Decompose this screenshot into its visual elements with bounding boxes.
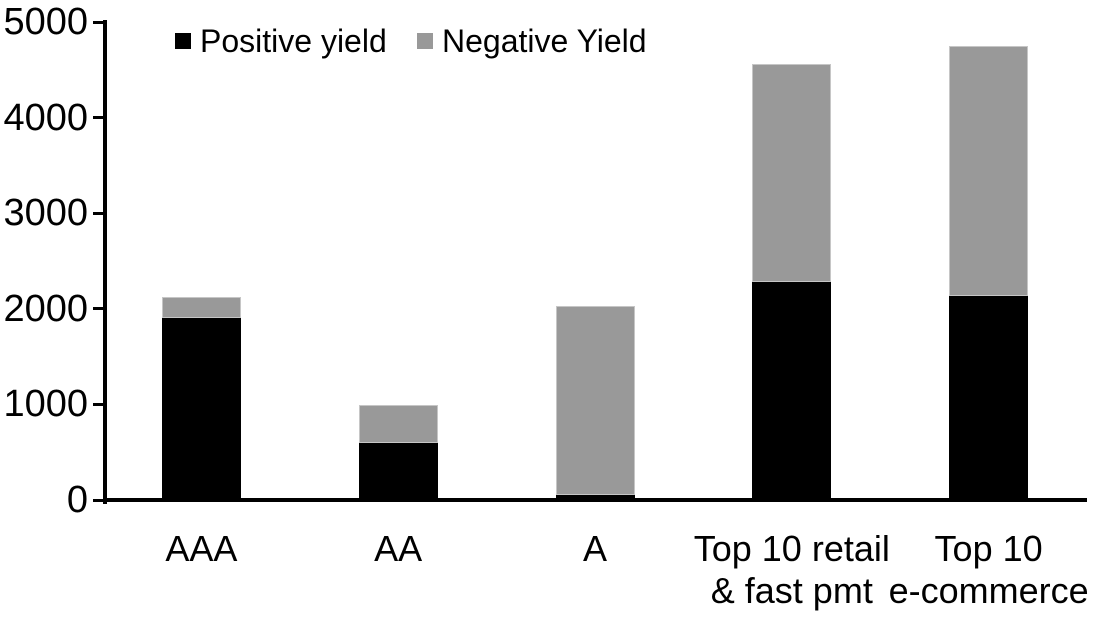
bar-segment-positive <box>358 442 438 500</box>
bar-segment-positive <box>555 495 635 500</box>
bar-segment-positive <box>752 282 832 500</box>
y-tick-label: 0 <box>66 479 88 521</box>
y-tick-mark <box>93 498 104 502</box>
chart-legend: Positive yield Negative Yield <box>0 22 1102 60</box>
bar-segment-negative <box>555 305 635 496</box>
x-tick-label: A <box>582 528 607 569</box>
y-tick-label: 5000 <box>3 1 88 43</box>
x-tick-label: AA <box>374 528 423 569</box>
y-tick-label: 3000 <box>3 192 88 235</box>
y-axis-line <box>103 20 107 504</box>
bar-segment-negative <box>358 405 438 443</box>
legend-label-positive-yield: Positive yield <box>200 22 387 59</box>
y-tick-label: 2000 <box>3 287 88 330</box>
legend-swatch-negative-yield <box>417 33 433 49</box>
y-tick-label: 1000 <box>3 383 88 426</box>
bar-segment-negative <box>161 297 241 319</box>
bar-segment-positive <box>161 318 241 500</box>
x-axis-line <box>103 498 1087 502</box>
legend-label-negative-yield: Negative Yield <box>442 22 647 59</box>
y-tick-mark <box>93 307 104 311</box>
y-tick-label: 4000 <box>3 96 88 139</box>
bar-segment-positive <box>949 296 1029 500</box>
y-tick-mark <box>93 20 104 24</box>
x-tick-label: Top 10 e-commerce <box>888 528 1089 612</box>
bar-segment-negative <box>752 64 832 283</box>
y-tick-mark <box>93 402 104 406</box>
legend-swatch-positive-yield <box>175 33 191 49</box>
bar-segment-negative <box>949 45 1029 297</box>
x-tick-label: Top 10 retail & fast pmt <box>693 528 890 612</box>
y-tick-mark <box>93 116 104 120</box>
legend-item-negative-yield: Negative Yield <box>417 22 647 59</box>
x-tick-label: AAA <box>165 528 238 569</box>
legend-item-positive-yield: Positive yield <box>175 22 387 59</box>
y-tick-mark <box>93 211 104 215</box>
